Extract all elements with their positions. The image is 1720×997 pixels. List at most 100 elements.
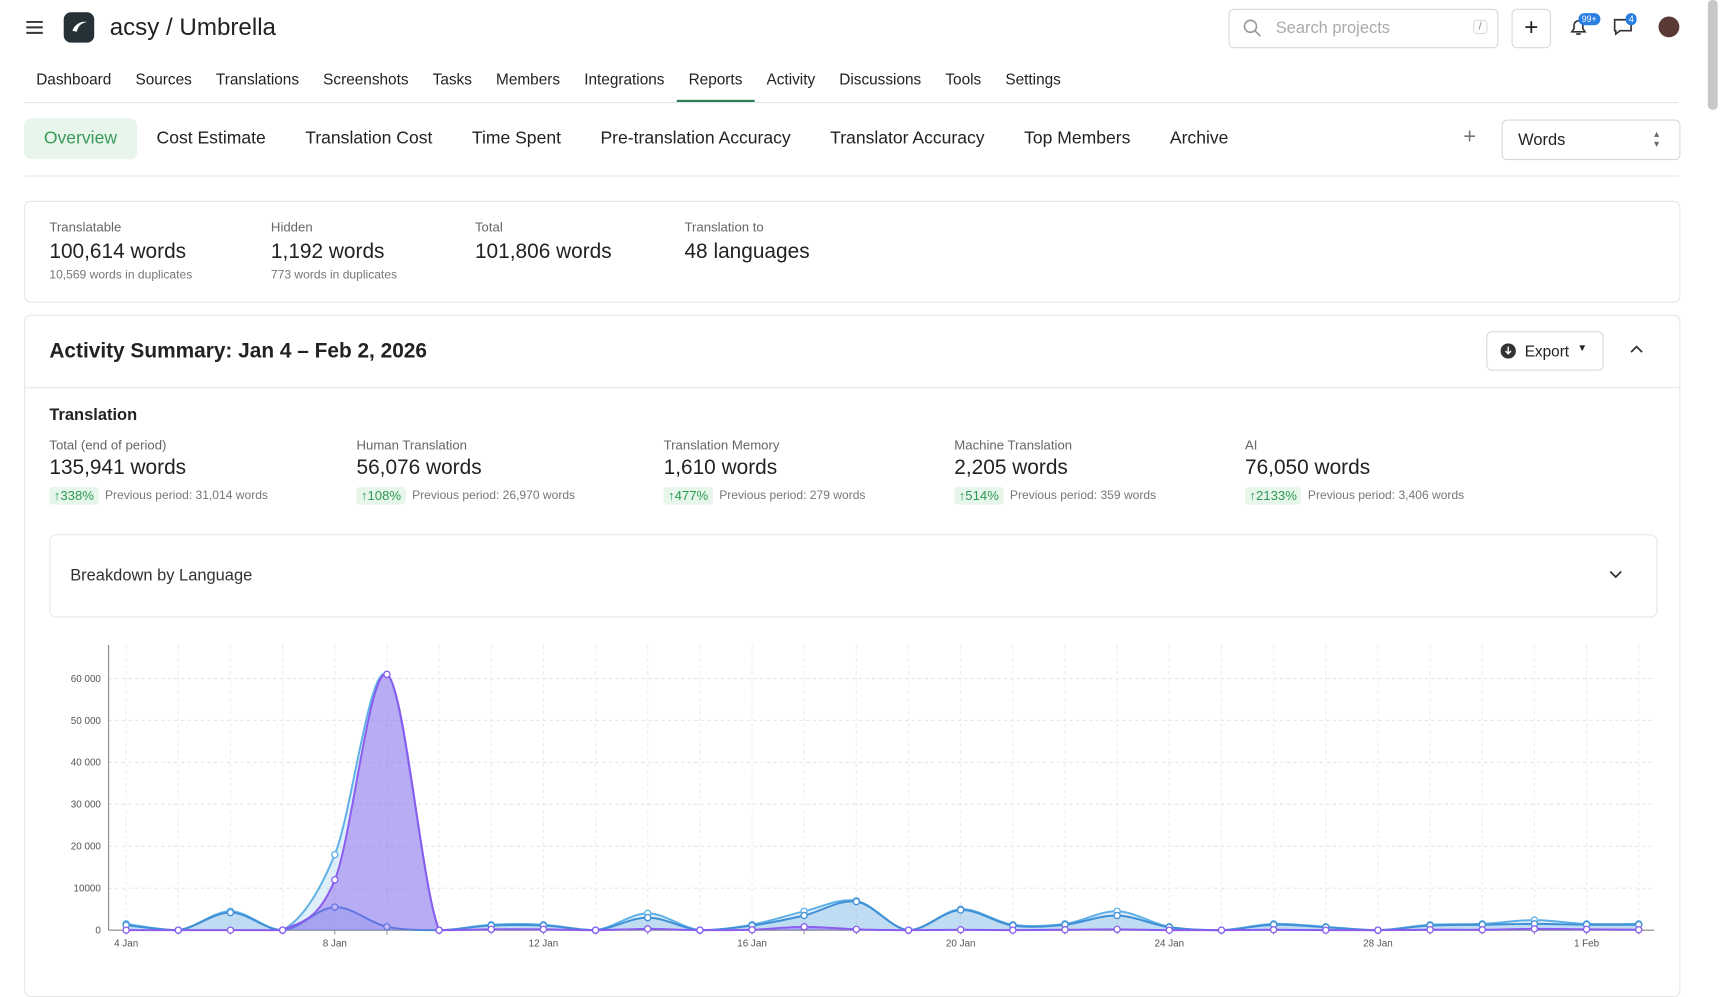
nav-item[interactable]: Integrations: [584, 70, 665, 88]
export-button[interactable]: Export ▼: [1486, 331, 1604, 371]
page: acsy / Umbrella Search projects / + 99+ …: [24, 0, 1718, 997]
data-point: [122, 926, 130, 934]
divider: [24, 102, 1679, 104]
nav-item[interactable]: Discussions: [839, 70, 922, 88]
previous-period: Previous period: 359 words: [1009, 489, 1157, 503]
nav-item[interactable]: Tools: [945, 70, 982, 88]
stat-label: Translation to: [684, 219, 764, 235]
data-point: [1322, 926, 1330, 934]
section-title: Translation: [49, 405, 138, 425]
report-tab[interactable]: Translator Accuracy: [830, 129, 985, 149]
collapse-icon[interactable]: [1629, 343, 1644, 354]
report-tab[interactable]: Archive: [1169, 129, 1229, 149]
stat-value: 48 languages: [684, 240, 810, 264]
app: acsy / Umbrella Search projects / + 99+ …: [24, 0, 1718, 997]
breakdown-title: Breakdown by Language: [70, 566, 253, 585]
data-point: [1426, 926, 1434, 934]
divider: [25, 387, 1680, 389]
data-point: [643, 925, 652, 933]
report-tab[interactable]: Top Members: [1024, 129, 1131, 149]
data-point: [904, 926, 913, 934]
scrollbar: [1707, 0, 1718, 110]
previous-period: Previous period: 31,014 words: [104, 489, 268, 503]
y-tick-label: 30 000: [71, 800, 102, 811]
data-point: [800, 923, 808, 931]
data-point: [1113, 925, 1121, 934]
nav-item[interactable]: Tasks: [432, 70, 472, 88]
data-point: [1269, 926, 1278, 934]
metric-change-row: ↑514% Previous period: 359 words: [954, 487, 1156, 505]
nav-item[interactable]: Screenshots: [323, 70, 409, 88]
menu-icon[interactable]: [24, 18, 46, 38]
metric-label: Total (end of period): [49, 437, 167, 454]
change-value: 514%: [965, 488, 999, 504]
shortcut-key: /: [1473, 19, 1488, 35]
stat-label: Translatable: [49, 219, 122, 235]
nav-item[interactable]: Members: [496, 70, 561, 88]
avatar[interactable]: [1658, 16, 1680, 38]
data-point: [1478, 926, 1486, 934]
data-point: [1217, 926, 1226, 934]
x-tick-label: 4 Jan: [114, 939, 138, 950]
nav-item[interactable]: Dashboard: [36, 70, 112, 88]
logo[interactable]: [63, 12, 95, 43]
unit-value: Words: [1518, 130, 1566, 150]
report-tabs: Overview Cost Estimate Translation Cost Tim…: [24, 118, 1248, 160]
data-point: [435, 926, 443, 934]
metric-change-row: ↑338% Previous period: 31,014 words: [49, 487, 268, 505]
nav-item[interactable]: Settings: [1005, 70, 1061, 88]
metric-value: 56,076 words: [356, 456, 482, 480]
data-point: [226, 926, 235, 934]
data-point: [1113, 911, 1121, 920]
data-point: [956, 926, 965, 934]
previous-period: Previous period: 3,406 words: [1307, 489, 1465, 503]
data-point: [591, 926, 600, 934]
change-badge: ↑477%: [663, 487, 713, 505]
change-badge: ↑2133%: [1244, 487, 1302, 505]
report-tab[interactable]: Time Spent: [471, 129, 561, 149]
series-area: [126, 901, 1639, 931]
report-tab[interactable]: Pre-translation Accuracy: [600, 129, 791, 149]
change-badge: ↑338%: [49, 487, 99, 505]
x-tick-label: 28 Jan: [1363, 939, 1393, 950]
nav-item[interactable]: Sources: [135, 70, 192, 88]
metric-value: 1,610 words: [663, 456, 778, 480]
data-point: [748, 926, 756, 934]
add-report[interactable]: +: [1463, 125, 1477, 150]
metric-value: 76,050 words: [1244, 456, 1371, 480]
previous-period: Previous period: 26,970 words: [412, 489, 576, 503]
data-point: [226, 908, 235, 917]
report-tab[interactable]: Overview: [24, 118, 137, 160]
expand-icon[interactable]: [1608, 569, 1623, 580]
export-label: Export: [1524, 342, 1570, 360]
export-icon: [1500, 343, 1516, 359]
divider: [24, 175, 1679, 177]
dropdown-caret: ▼: [1577, 342, 1588, 354]
data-point: [956, 906, 965, 914]
nav-item[interactable]: Reports: [676, 68, 755, 103]
stat-label: Total: [474, 219, 503, 235]
unit-select[interactable]: Words ▴ ▾: [1501, 119, 1681, 161]
report-tab[interactable]: Cost Estimate: [156, 129, 266, 149]
add-button[interactable]: +: [1511, 8, 1552, 49]
nav-item[interactable]: Translations: [215, 70, 300, 88]
y-tick-label: 20 000: [71, 842, 102, 853]
y-tick-label: 50 000: [71, 716, 102, 727]
breakdown-panel[interactable]: Breakdown by Language: [49, 534, 1658, 618]
search-box[interactable]: Search projects /: [1228, 8, 1499, 49]
project-title[interactable]: acsy / Umbrella: [109, 13, 276, 41]
activity-card: Activity Summary: Jan 4 – Feb 2, 2026 Ex…: [24, 314, 1681, 997]
up-arrow: ↑: [668, 488, 675, 504]
up-arrow: ↑: [53, 488, 61, 504]
report-tab[interactable]: Translation Cost: [305, 129, 433, 149]
data-point: [1634, 926, 1643, 934]
metric-label: Human Translation: [356, 437, 467, 454]
up-arrow: ↑: [1249, 488, 1256, 504]
nav-item[interactable]: Activity: [766, 70, 816, 88]
change-badge: ↑108%: [356, 487, 406, 505]
summary-title: Activity Summary: Jan 4 – Feb 2, 2026: [49, 340, 428, 364]
y-tick-label: 0: [95, 925, 101, 936]
metric-value: 2,205 words: [954, 456, 1068, 480]
x-tick-label: 1 Feb: [1574, 939, 1600, 950]
data-point: [852, 925, 861, 934]
